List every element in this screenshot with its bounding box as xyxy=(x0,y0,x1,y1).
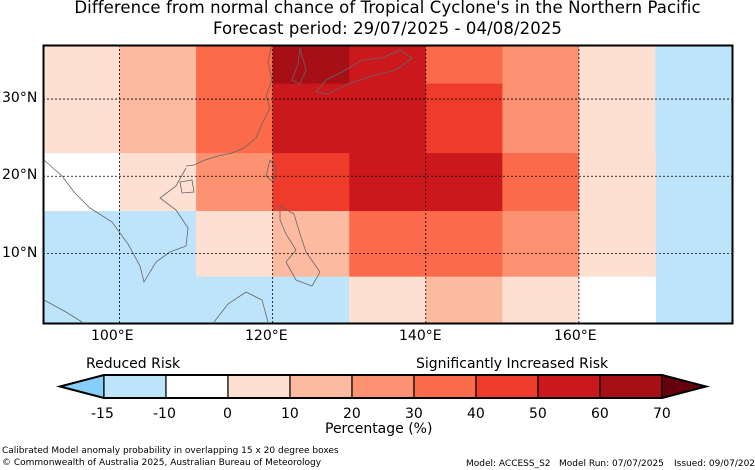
risk-cell xyxy=(502,211,580,278)
risk-cell xyxy=(578,211,656,278)
coastline-borneo xyxy=(213,291,269,323)
footer-model-run: Model Run: 07/07/2025 xyxy=(559,459,664,469)
coastline-hainan xyxy=(179,179,195,194)
risk-cell xyxy=(196,276,350,324)
increased-risk-label: Significantly Increased Risk xyxy=(416,356,609,372)
risk-cell xyxy=(349,211,503,278)
colorbar-title: Percentage (%) xyxy=(325,421,433,437)
risk-cell xyxy=(272,211,350,278)
forecast-period: Forecast period: 29/07/2025 - 04/08/2025 xyxy=(212,19,563,38)
risk-cell xyxy=(272,83,350,154)
risk-cell xyxy=(43,153,121,212)
coastline-indochina xyxy=(43,159,189,284)
colorbar-tick-label: 10 xyxy=(281,406,299,422)
colorbar-tick-label: -10 xyxy=(153,406,176,422)
colorbar-segment xyxy=(537,374,601,399)
colorbar-segment xyxy=(103,374,167,399)
risk-cell xyxy=(578,276,656,324)
lat-label-10: 10°N xyxy=(2,245,38,261)
risk-cell xyxy=(655,45,733,324)
footer-copyright: © Commonwealth of Australia 2025, Austra… xyxy=(2,458,322,468)
lon-label-160: 160°E xyxy=(554,328,597,344)
coastline-sumatra xyxy=(43,299,83,323)
colorbar-tick-label: 60 xyxy=(591,406,609,422)
coastline-korea xyxy=(291,47,307,85)
risk-cell xyxy=(196,211,274,278)
lat-label-30: 30°N xyxy=(2,90,38,106)
colorbar-tick-label: 70 xyxy=(653,406,671,422)
risk-cell xyxy=(425,83,503,154)
colorbar-tick-label: 0 xyxy=(223,406,232,422)
coastline-china xyxy=(185,43,273,167)
colorbar-tick-label: 30 xyxy=(405,406,423,422)
lon-label-140: 140°E xyxy=(399,328,442,344)
risk-cell xyxy=(425,276,503,324)
colorbar-segment xyxy=(413,374,477,399)
lat-label-20: 20°N xyxy=(2,167,38,183)
colorbar xyxy=(56,374,710,399)
coastline-philippines xyxy=(279,205,321,287)
colorbar-tick-label: -15 xyxy=(91,406,114,422)
risk-cell xyxy=(578,153,656,212)
colorbar-segment xyxy=(351,374,415,399)
coastline-japan xyxy=(315,49,413,95)
map-title: Difference from normal chance of Tropica… xyxy=(74,0,701,17)
risk-cell xyxy=(272,45,350,85)
risk-cell xyxy=(272,153,350,212)
colorbar-segment xyxy=(475,374,539,399)
gridlines xyxy=(43,45,732,323)
risk-cell xyxy=(349,276,427,324)
colorbar-tick-label: 20 xyxy=(343,406,361,422)
footer-issued: Issued: 09/07/2025 xyxy=(674,459,755,469)
risk-cell xyxy=(502,153,580,212)
footer-model: Model: ACCESS_S2 xyxy=(466,459,551,469)
colorbar-segment xyxy=(289,374,353,399)
reduced-risk-label: Reduced Risk xyxy=(86,356,181,372)
colorbar-segment xyxy=(227,374,291,399)
colorbar-outline xyxy=(56,374,710,399)
risk-cell xyxy=(196,153,274,212)
risk-cell xyxy=(425,45,503,85)
colorbar-tick-label: 40 xyxy=(467,406,485,422)
risk-cells xyxy=(43,45,733,324)
colorbar-segment xyxy=(599,374,663,399)
lon-label-100: 100°E xyxy=(91,328,134,344)
colorbar-segment xyxy=(165,374,229,399)
risk-cell xyxy=(502,276,580,324)
colorbar-tick-label: 50 xyxy=(529,406,547,422)
footer-note: Calibrated Model anomaly probability in … xyxy=(2,446,339,456)
coastlines xyxy=(43,43,413,323)
colorbar-extend-low xyxy=(57,374,105,399)
lon-label-120: 120°E xyxy=(245,328,288,344)
risk-cell xyxy=(119,153,197,212)
map-frame xyxy=(42,44,734,325)
colorbar-extend-high xyxy=(661,374,709,399)
